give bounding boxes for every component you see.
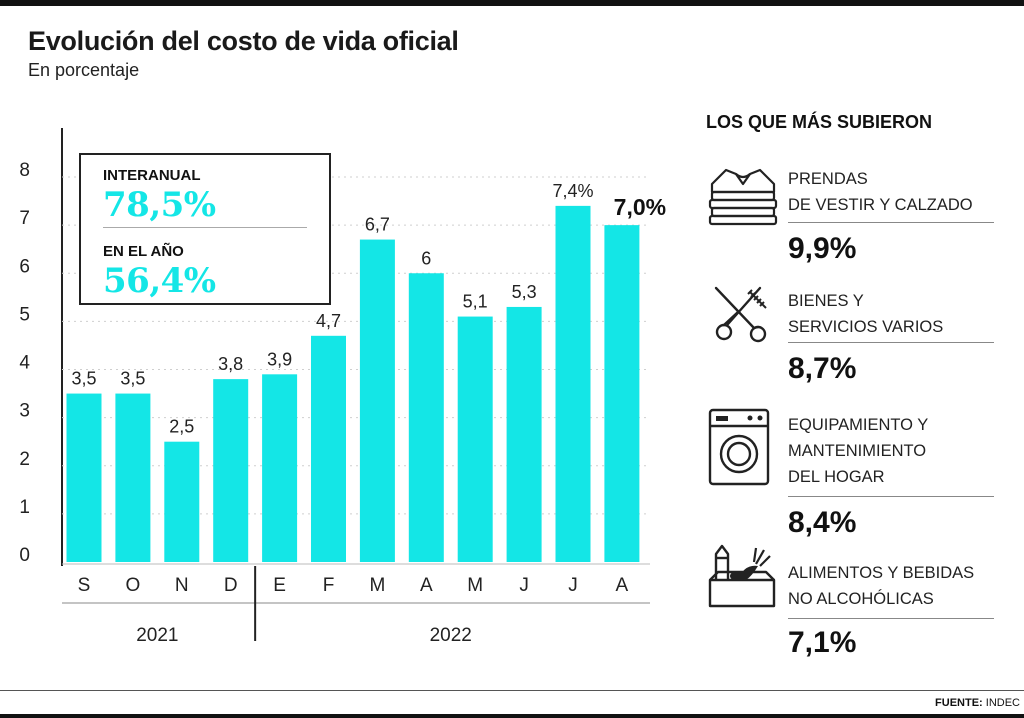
bar-value-label: 4,7 [316,311,341,331]
x-tick-label: O [126,575,141,596]
bottom-rule [0,714,1024,718]
bar-value-label: 3,9 [267,349,292,369]
y-tick-label: 4 [19,353,30,374]
x-tick-label: E [273,575,286,596]
bar-value-label: 5,3 [512,282,537,302]
footer-rule [0,690,1024,691]
bar [164,441,200,562]
bar [66,393,102,562]
x-tick-label: D [224,575,238,596]
category-divider [788,496,994,497]
bar [262,374,298,562]
x-tick-label: A [616,575,629,596]
category-services: BIENES Y SERVICIOS VARIOS 8,7% [706,282,996,392]
category-food-value: 7,1% [788,626,857,659]
bar-value-label: 7,4% [552,181,593,201]
category-divider [788,618,994,619]
bar-value-label: 5,1 [463,292,488,312]
bar-value-label: 7,0% [614,194,666,220]
category-food-label: ALIMENTOS Y BEBIDAS NO ALCOHÓLICAS [788,564,975,608]
y-tick-label: 5 [19,304,30,325]
bar-value-label: 6 [421,248,431,268]
bar [311,335,346,562]
bar-value-label: 3,5 [71,369,96,389]
category-divider [788,222,994,223]
category-household-value: 8,4% [788,506,857,539]
summary-divider [103,227,307,228]
bar-value-label: 6,7 [365,215,390,235]
x-tick-label: M [369,575,385,596]
interanual-value: 78,5% [103,185,216,225]
category-clothes: PRENDAS DE VESTIR Y CALZADO 9,9% [706,160,996,280]
bar [604,225,640,562]
x-tick-label: J [568,575,578,596]
category-household: EQUIPAMIENTO Y MANTENIMIENTO DEL HOGAR 8… [706,408,996,548]
category-services-value: 8,7% [788,352,857,385]
category-services-label: BIENES Y SERVICIOS VARIOS [788,292,944,336]
source-note: FUENTE: INDEC [935,697,1020,709]
page-subtitle: En porcentaje [28,60,140,80]
washing-machine-icon [708,408,772,493]
bar-value-label: 2,5 [169,417,194,437]
anio-label: EN EL AÑO [103,243,184,260]
x-tick-label: M [467,575,483,596]
clothes-icon [706,160,780,235]
summary-box: INTERANUAL 78,5% EN EL AÑO 56,4% [79,153,331,305]
top-rule [0,0,1024,6]
year-label: 2022 [430,625,472,646]
category-divider [788,342,994,343]
x-tick-label: S [78,575,91,596]
y-axis-ticks: 0 1 2 3 4 5 6 7 8 [19,160,30,566]
bar-value-label: 3,8 [218,354,243,374]
y-tick-label: 0 [19,545,30,566]
y-tick-label: 1 [19,497,30,518]
grocery-box-icon [708,540,776,615]
bar-value-labels: 3,5 3,5 2,5 3,8 3,9 4,7 6,7 6 5,1 5,3 7,4% 7,0% [71,181,666,437]
x-tick-label: A [420,575,433,596]
y-tick-label: 6 [19,256,30,277]
category-clothes-label: PRENDAS DE VESTIR Y CALZADO [788,170,973,214]
x-tick-label: J [519,575,529,596]
category-food: ALIMENTOS Y BEBIDAS NO ALCOHÓLICAS 7,1% [706,540,996,670]
bar [115,393,151,562]
category-clothes-value: 9,9% [788,232,857,265]
bar [213,379,249,562]
page-title: Evolución del costo de vida oficial [28,26,459,56]
category-household-label: EQUIPAMIENTO Y MANTENIMIENTO DEL HOGAR [788,416,929,486]
x-tick-label: F [323,575,335,596]
bar [457,316,493,562]
y-tick-label: 8 [19,160,30,181]
bar [555,205,591,562]
bar [506,306,542,562]
anio-value: 56,4% [103,261,216,301]
sidebar-title: LOS QUE MÁS SUBIERON [706,112,933,132]
x-tick-label: N [175,575,189,596]
y-tick-label: 2 [19,449,30,470]
interanual-label: INTERANUAL [103,167,201,184]
y-tick-label: 3 [19,401,30,422]
year-label: 2021 [136,625,178,646]
bar-value-label: 3,5 [120,369,145,389]
scissors-comb-icon [710,284,770,351]
bars [66,205,640,562]
bar [359,239,395,562]
year-labels: 2021 2022 [136,566,472,646]
bar [408,273,444,562]
y-tick-label: 7 [19,208,30,229]
